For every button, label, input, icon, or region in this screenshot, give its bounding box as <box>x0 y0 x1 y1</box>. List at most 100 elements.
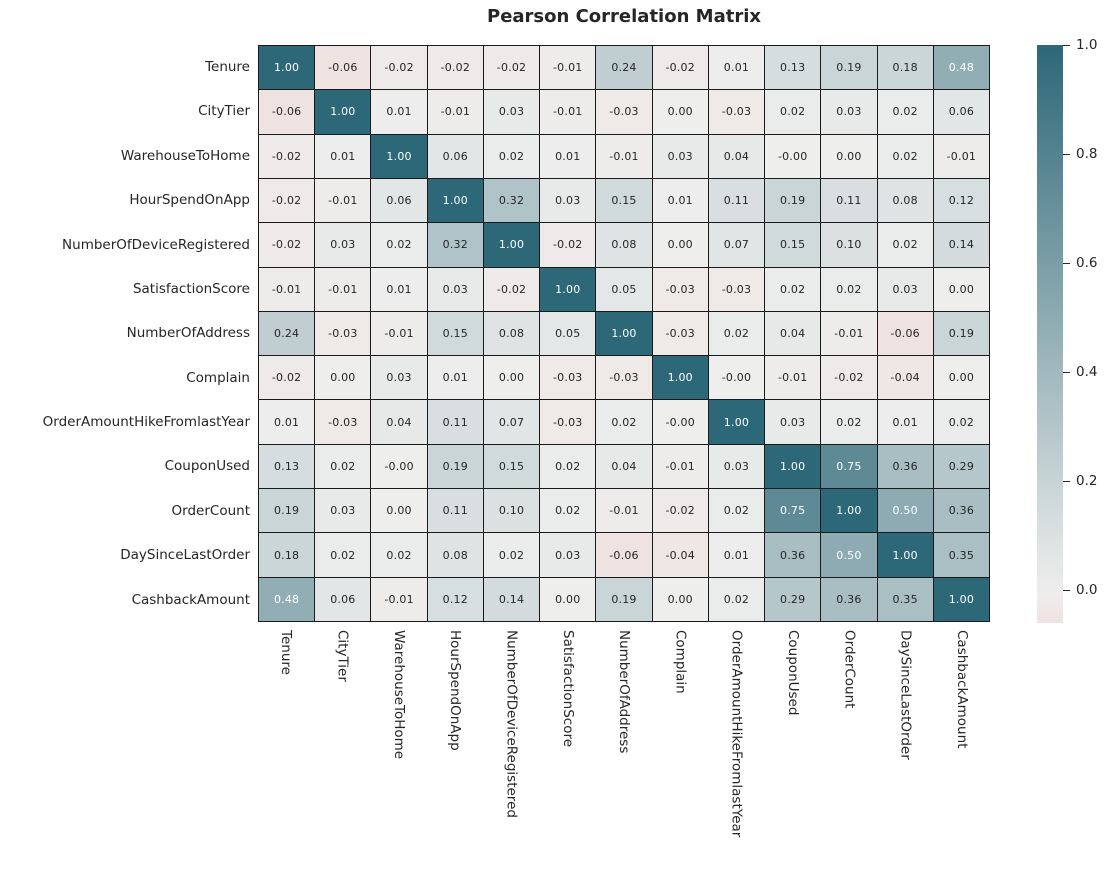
heatmap-cell: 0.11 <box>427 489 483 533</box>
heatmap-cell: 1.00 <box>765 444 821 489</box>
heatmap-cell: 0.02 <box>708 577 765 621</box>
heatmap-cell: 0.15 <box>427 311 483 356</box>
heatmap-cell: 0.00 <box>371 489 427 533</box>
heatmap-cell: 0.01 <box>259 400 315 444</box>
heatmap-cell: 0.36 <box>877 444 933 489</box>
heatmap-cell: 0.00 <box>821 134 877 178</box>
heatmap-cell: 0.36 <box>765 533 821 577</box>
heatmap-cell: 1.00 <box>708 400 765 444</box>
row-label: DaySinceLastOrder <box>120 547 250 564</box>
heatmap-cell: 0.48 <box>933 46 989 90</box>
heatmap-cell: 0.08 <box>596 223 652 267</box>
heatmap-cell: 0.01 <box>877 400 933 444</box>
heatmap-cell: 0.35 <box>933 533 989 577</box>
heatmap-cell: 0.02 <box>877 223 933 267</box>
heatmap-cell: 0.01 <box>315 134 371 178</box>
colorbar-tick-label: 0.8 <box>1076 146 1098 163</box>
heatmap-cell: 0.03 <box>315 223 371 267</box>
heatmap-cell: 0.00 <box>315 356 371 400</box>
heatmap-cell: 0.50 <box>877 489 933 533</box>
heatmap-cell: 0.29 <box>933 444 989 489</box>
heatmap-cell: -0.01 <box>821 311 877 356</box>
heatmap-cell: 0.12 <box>427 577 483 621</box>
heatmap-cell: 0.29 <box>765 577 821 621</box>
heatmap-cell: 0.02 <box>483 134 540 178</box>
heatmap-cell: 0.00 <box>933 356 989 400</box>
heatmap-cell: 0.03 <box>483 90 540 134</box>
heatmap-cell: -0.03 <box>315 400 371 444</box>
heatmap-cell: -0.01 <box>540 90 596 134</box>
col-label: CashbackAmount <box>953 630 970 749</box>
heatmap-cell: 0.04 <box>371 400 427 444</box>
heatmap-cell: 0.75 <box>765 489 821 533</box>
heatmap-cell: 1.00 <box>540 267 596 311</box>
heatmap-cell: 0.13 <box>765 46 821 90</box>
heatmap-cell: -0.03 <box>708 267 765 311</box>
heatmap-cell: -0.01 <box>315 267 371 311</box>
heatmap-cell: -0.04 <box>877 356 933 400</box>
heatmap-cell: -0.00 <box>765 134 821 178</box>
heatmap-cell: 0.04 <box>596 444 652 489</box>
heatmap-cell: 0.14 <box>933 223 989 267</box>
heatmap-cell: -0.01 <box>540 46 596 90</box>
col-label: HourSpendOnApp <box>447 630 464 751</box>
row-label: NumberOfDeviceRegistered <box>62 236 250 253</box>
heatmap-cell: 0.15 <box>483 444 540 489</box>
col-label: NumberOfAddress <box>616 630 633 754</box>
heatmap-cell: 0.24 <box>596 46 652 90</box>
heatmap-cell: 0.11 <box>427 400 483 444</box>
heatmap-cell: 0.10 <box>821 223 877 267</box>
row-label: OrderAmountHikeFromlastYear <box>42 414 250 431</box>
heatmap-cell: 0.15 <box>596 178 652 223</box>
heatmap-cell: -0.03 <box>596 90 652 134</box>
heatmap-cell: 0.11 <box>821 178 877 223</box>
row-label: WarehouseToHome <box>120 147 250 164</box>
heatmap-cell: 0.00 <box>652 90 708 134</box>
heatmap-cell: 0.07 <box>483 400 540 444</box>
heatmap-cell: 0.14 <box>483 577 540 621</box>
heatmap-cell: -0.03 <box>596 356 652 400</box>
heatmap-cell: 0.36 <box>821 577 877 621</box>
heatmap-cell: 0.35 <box>877 577 933 621</box>
heatmap-cell: -0.03 <box>708 90 765 134</box>
heatmap-cell: 0.24 <box>259 311 315 356</box>
heatmap-cell: 0.00 <box>483 356 540 400</box>
heatmap-cell: -0.01 <box>652 444 708 489</box>
heatmap-cell: 0.50 <box>821 533 877 577</box>
heatmap-cell: 0.32 <box>427 223 483 267</box>
row-label: CityTier <box>198 103 250 120</box>
row-label: HourSpendOnApp <box>129 192 250 209</box>
heatmap-cell: 0.12 <box>933 178 989 223</box>
colorbar-tick <box>1063 590 1070 592</box>
heatmap-cell: 0.00 <box>652 577 708 621</box>
heatmap-cell: -0.02 <box>259 223 315 267</box>
heatmap-cell: -0.01 <box>371 577 427 621</box>
heatmap-cell: 0.02 <box>877 90 933 134</box>
heatmap-cell: 0.18 <box>877 46 933 90</box>
heatmap-cell: 0.08 <box>427 533 483 577</box>
heatmap-cell: 1.00 <box>933 577 989 621</box>
heatmap-cell: 0.02 <box>708 489 765 533</box>
heatmap-cell: 0.02 <box>765 267 821 311</box>
heatmap-cell: 0.02 <box>315 533 371 577</box>
colorbar-tick-label: 0.0 <box>1076 582 1098 599</box>
heatmap-cell: 0.00 <box>933 267 989 311</box>
heatmap-cell: 1.00 <box>315 90 371 134</box>
heatmap-cell: 0.04 <box>765 311 821 356</box>
heatmap-cell: -0.02 <box>821 356 877 400</box>
heatmap-cell: 0.19 <box>821 46 877 90</box>
heatmap-cell: 0.03 <box>765 400 821 444</box>
heatmap-cell: -0.02 <box>371 46 427 90</box>
heatmap-cell: 0.02 <box>765 90 821 134</box>
colorbar-tick-label: 0.4 <box>1076 364 1098 381</box>
heatmap-cell: -0.04 <box>652 533 708 577</box>
heatmap-cell: 0.06 <box>427 134 483 178</box>
heatmap-cell: 0.48 <box>259 577 315 621</box>
heatmap-cell: 0.15 <box>765 223 821 267</box>
heatmap-cell: 0.05 <box>540 311 596 356</box>
heatmap-cell: -0.02 <box>540 223 596 267</box>
colorbar-tick <box>1063 45 1070 46</box>
heatmap-cell: 0.03 <box>315 489 371 533</box>
heatmap-cell: 1.00 <box>483 223 540 267</box>
